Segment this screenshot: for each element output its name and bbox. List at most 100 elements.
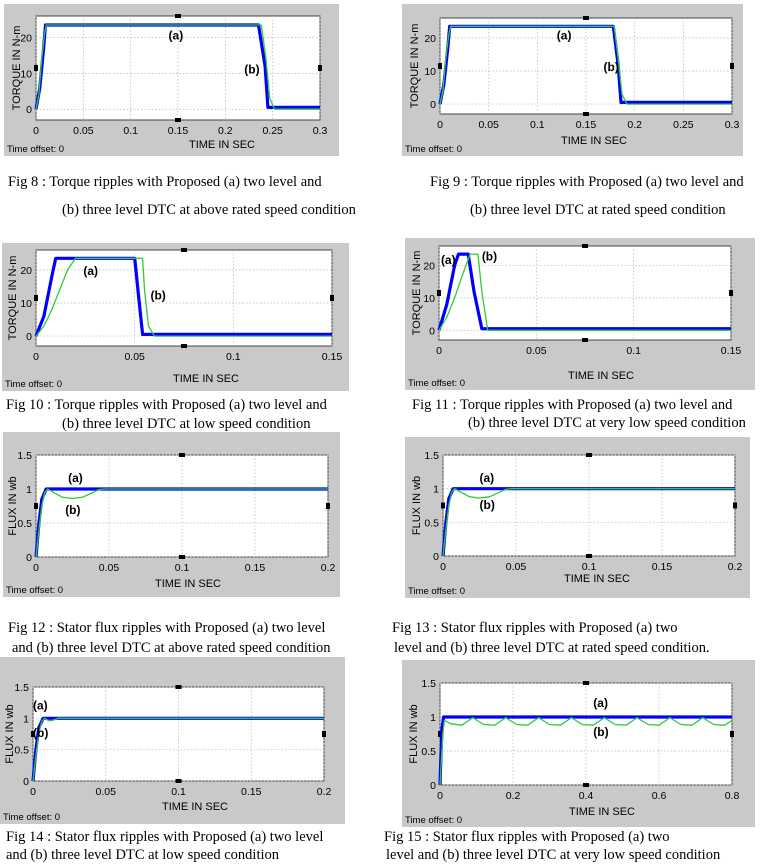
series-line-b: [438, 253, 731, 331]
y-tick-label: 1.5: [424, 450, 439, 462]
figure-11-plot: 0 0.05 0.1 0.15 0 10 20 (a) (b) TIME IN SEC TORQUE…: [408, 244, 742, 389]
x-tick-label: 0.05: [99, 562, 120, 574]
time-offset-label: Time offset: 0: [405, 815, 462, 826]
x-tick-label: 0.15: [652, 561, 673, 573]
series-annotation: (b): [604, 60, 619, 74]
time-offset-label: Time offset: 0: [3, 812, 60, 823]
series-annotation: (a): [480, 471, 495, 485]
x-tick-label: 0.15: [245, 562, 266, 574]
x-tick-label: 0.15: [721, 345, 742, 357]
x-tick-label: 0.2: [506, 790, 521, 802]
x-axis-label: TIME IN SEC: [569, 806, 635, 818]
series-annotation: (b): [33, 726, 48, 740]
figure-13-panel: 0 0.05 0.1 0.15 0.2 0 0.5 1 1.5 (a) (b) TIME IN SEC…: [405, 437, 750, 598]
y-tick-label: 0.5: [14, 745, 29, 757]
y-tick-label: 0: [430, 780, 436, 792]
frame-handle: [437, 290, 441, 296]
y-axis-label: FLUX IN wb: [7, 476, 19, 535]
figure-14-plot: 0 0.05 0.1 0.15 0.2 0 0.5 1 1.5 (a) (b) TIME IN SEC…: [3, 682, 332, 823]
series-line-a: [437, 252, 731, 331]
y-tick-label: 1: [26, 484, 32, 496]
x-tick-label: 0.15: [168, 125, 189, 137]
time-offset-label: Time offset: 0: [405, 144, 462, 155]
y-tick-label: 20: [20, 265, 32, 277]
x-tick-label: 0.1: [171, 786, 186, 798]
frame-handle: [181, 248, 187, 252]
fig12-caption-line-2: and (b) three level DTC at above rated s…: [12, 640, 331, 656]
y-tick-label: 10: [20, 68, 32, 80]
frame-handle: [582, 244, 588, 248]
frame-handle: [730, 731, 734, 737]
frame-handle: [175, 118, 181, 122]
y-tick-label: 0: [26, 552, 32, 564]
x-tick-label: 0.05: [506, 561, 527, 573]
frame-handle: [34, 295, 38, 301]
x-tick-label: 0.2: [317, 786, 332, 798]
x-tick-label: 0.1: [123, 125, 138, 137]
frame-handle: [318, 65, 322, 71]
time-offset-label: Time offset: 0: [408, 586, 465, 597]
x-tick-label: 0.4: [579, 790, 594, 802]
x-tick-label: 0.3: [313, 125, 328, 137]
figure-15-plot: 0 0.2 0.4 0.6 0.8 0 0.5 1 1.5 (a) (b) TIME IN SEC FL…: [405, 678, 739, 826]
x-tick-label: 0.1: [175, 562, 190, 574]
fig8-caption-line-1: Fig 8 : Torque ripples with Proposed (a)…: [8, 174, 322, 190]
frame-handle: [583, 16, 589, 20]
x-tick-label: 0.05: [96, 786, 117, 798]
figure-12-panel: 0 0.05 0.1 0.15 0.2 0 0.5 1 1.5 (a) (b) TIME IN SEC…: [3, 432, 340, 597]
frame-handle: [34, 65, 38, 71]
frame-handle: [582, 338, 588, 342]
y-axis-label: FLUX IN wb: [411, 476, 423, 535]
frame-handle: [175, 685, 182, 689]
x-tick-label: 0.1: [226, 351, 241, 363]
y-tick-label: 0: [429, 325, 435, 337]
figure-11-panel: 0 0.05 0.1 0.15 0 10 20 (a) (b) TIME IN SEC TORQUE…: [405, 238, 755, 390]
frame-handle: [441, 502, 445, 509]
series-annotation: (a): [441, 253, 456, 267]
x-tick-label: 0.15: [241, 786, 262, 798]
x-tick-label: 0: [30, 786, 36, 798]
x-tick-label: 0.05: [73, 125, 94, 137]
series-line-b: [439, 25, 732, 105]
series-annotation: (b): [593, 725, 608, 739]
frame-handle: [583, 681, 589, 685]
frame-handle: [175, 779, 182, 783]
x-axis-label: TIME IN SEC: [561, 135, 627, 147]
frame-handle: [438, 731, 442, 737]
figure-15-panel: 0 0.2 0.4 0.6 0.8 0 0.5 1 1.5 (a) (b) TIME IN SEC FL…: [402, 660, 755, 827]
y-tick-label: 10: [20, 298, 32, 310]
y-tick-label: 0: [430, 99, 436, 111]
x-tick-label: 0: [440, 561, 446, 573]
frame-handle: [175, 14, 181, 18]
y-axis-label: TORQUE IN N-m: [411, 251, 423, 336]
x-tick-label: 0.1: [582, 561, 597, 573]
series-line-b: [442, 488, 735, 557]
series-line-b: [32, 717, 324, 782]
series-annotation: (b): [480, 498, 495, 512]
x-tick-label: 0.25: [262, 125, 283, 137]
frame-handle: [330, 295, 334, 301]
time-offset-label: Time offset: 0: [6, 585, 63, 596]
figure-10-plot: 0 0.05 0.1 0.15 0 10 20 (a) (b) TIME IN SEC TORQUE…: [5, 248, 343, 390]
y-axis-label: FLUX IN wb: [408, 704, 420, 763]
fig10-caption-line-2: (b) three level DTC at low speed conditi…: [62, 416, 311, 432]
frame-handle: [179, 453, 185, 457]
x-tick-label: 0.15: [322, 351, 343, 363]
x-axis-label: TIME IN SEC: [189, 139, 255, 151]
series-annotation: (a): [169, 28, 184, 42]
series-annotation: (a): [557, 29, 572, 43]
y-axis-label: FLUX IN wb: [4, 704, 16, 763]
frame-handle: [179, 555, 185, 559]
y-axis-label: TORQUE IN N-m: [11, 26, 23, 111]
fig15-caption-line-2: level and (b) three level DTC at very lo…: [386, 847, 721, 863]
x-axis-label: TIME IN SEC: [155, 578, 221, 590]
x-tick-label: 0.2: [218, 125, 233, 137]
fig14-caption-line-2: and (b) three level DTC at low speed con…: [6, 847, 280, 863]
x-tick-label: 0.05: [478, 119, 499, 131]
y-tick-label: 0: [433, 551, 439, 563]
figure-8-plot: 0 0.05 0.1 0.15 0.2 0.25 0.3 0 10 20 (a) (b) TIME IN…: [7, 14, 328, 155]
series-annotation: (a): [33, 699, 48, 713]
figure-9-plot: 0 0.05 0.1 0.15 0.2 0.25 0.3 0 10 20 (a) (b) TIME IN…: [405, 16, 739, 155]
frame-handle: [326, 503, 330, 509]
x-tick-label: 0: [33, 125, 39, 137]
